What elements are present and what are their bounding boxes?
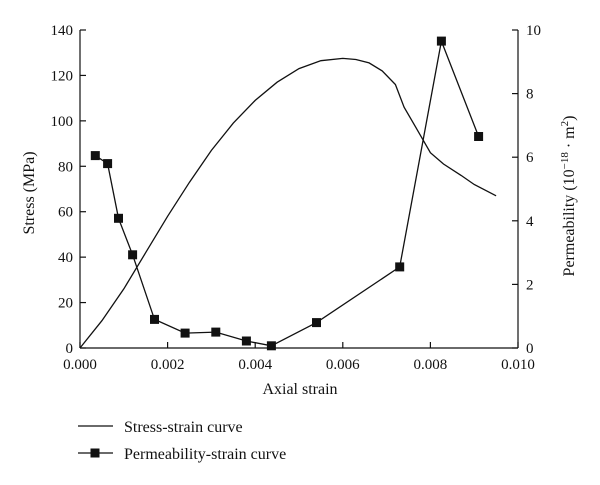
legend-label-stress: Stress-strain curve [124,419,243,436]
right-y-tick-label: 6 [526,150,534,166]
left-y-tick-label: 60 [58,205,73,221]
left-y-tick-label: 100 [51,114,74,130]
left-y-tick-label: 140 [51,23,74,39]
right-y-axis-title: Permeability (10−18 · m2) [559,116,578,277]
x-tick-label: 0.004 [238,357,272,373]
x-tick-label: 0.010 [501,357,535,373]
left-y-tick-label: 40 [58,250,73,266]
permeability-point [211,327,221,337]
left-y-axis-title: Stress (MPa) [21,151,38,234]
right-y-axis-title-unit-exponent: 2 [559,121,571,127]
permeability-point [103,159,113,169]
stress-strain-line [79,57,497,349]
right-y-ticks: 0 2 4 6 8 10 [512,23,541,357]
right-y-tick-label: 8 [526,87,534,103]
permeability-point [266,341,276,351]
permeability-point [312,318,321,328]
left-y-tick-label: 0 [66,341,74,357]
plot-area [79,36,497,351]
right-y-tick-label: 10 [526,23,541,39]
x-tick-label: 0.002 [151,357,185,373]
legend-label-permeability: Permeability-strain curve [124,446,286,463]
x-ticks: 0.000 0.002 0.004 0.006 0.008 0.010 [63,342,535,373]
left-y-tick-label: 80 [58,159,73,175]
permeability-point [150,314,159,324]
permeability-strain-line [94,38,480,347]
right-y-tick-label: 0 [526,341,534,357]
x-tick-label: 0.000 [63,357,97,373]
legend: Stress-strain curve Permeability-strain … [78,419,286,463]
left-y-tick-label: 120 [51,68,74,84]
x-axis-title: Axial strain [262,381,337,398]
x-tick-label: 0.008 [414,357,448,373]
right-y-tick-label: 2 [526,277,534,293]
legend-item-stress: Stress-strain curve [78,419,243,436]
permeability-point [128,250,138,260]
right-y-axis-title-close: ) [561,116,578,121]
x-tick-label: 0.006 [326,357,360,373]
right-y-axis-title-main: Permeability (10 [561,169,578,276]
left-y-tick-label: 20 [58,296,73,312]
permeability-point [90,151,100,161]
axes: 0.000 0.002 0.004 0.006 0.008 0.010 020406080… [51,23,542,373]
right-y-tick-label: 4 [526,214,534,230]
permeability-point [180,328,190,338]
legend-marker-permeability [90,448,100,458]
permeability-point [114,213,123,223]
permeability-point [474,132,484,141]
right-y-axis-title-exponent: −18 [559,152,571,170]
legend-item-permeability: Permeability-strain curve [78,446,286,463]
permeability-point [436,36,446,46]
permeability-point [241,336,251,346]
permeability-markers [90,36,484,351]
right-y-axis-title-unit: · m [561,126,578,152]
left-y-ticks: 0 20 40 60 80 100 120 140 [51,23,86,357]
permeability-point [395,262,405,272]
